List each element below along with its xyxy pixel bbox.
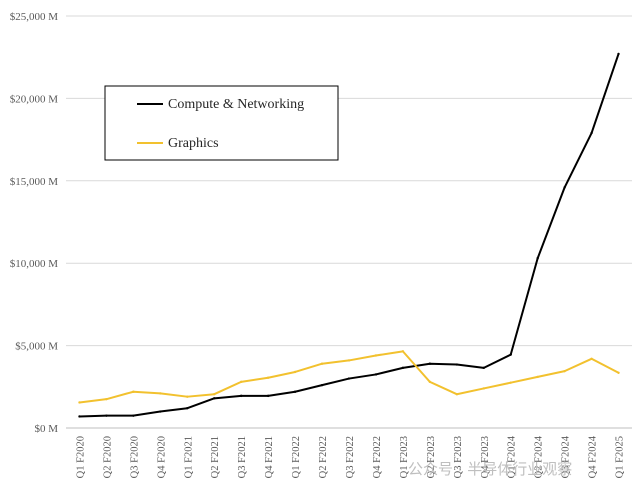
x-tick-label: Q2 F2024 bbox=[534, 435, 545, 478]
data-point bbox=[617, 52, 620, 56]
data-point bbox=[78, 415, 81, 418]
x-tick-label: Q1 F2025 bbox=[615, 436, 626, 478]
y-tick-label: $20,000 M bbox=[10, 93, 59, 105]
y-tick-label: $25,000 M bbox=[10, 11, 59, 23]
data-point bbox=[320, 362, 324, 365]
y-axis: $0 M $5,000 M $10,000 M $15,000 M $20,000 M $… bbox=[10, 11, 59, 435]
x-tick-label: Q2 F2020 bbox=[102, 436, 113, 478]
data-point bbox=[159, 410, 162, 413]
data-point bbox=[347, 359, 351, 362]
y-tick-label: $0 M bbox=[34, 423, 58, 435]
x-tick-label: Q4 F2020 bbox=[156, 436, 167, 478]
data-point bbox=[482, 366, 485, 370]
x-tick-label: Q4 F2021 bbox=[264, 436, 275, 478]
legend: Compute & Networking Graphics bbox=[104, 85, 339, 161]
x-tick-label: Q3 F2022 bbox=[345, 436, 356, 478]
data-point bbox=[132, 414, 135, 417]
data-point bbox=[617, 371, 620, 374]
y-tick-label: $15,000 M bbox=[10, 176, 59, 188]
data-point bbox=[293, 370, 297, 374]
x-tick-label: Q4 F2022 bbox=[372, 436, 383, 478]
x-tick-label: Q4 F2023 bbox=[480, 436, 491, 478]
watermark-text: 公众号 · 半导体行业观察 bbox=[408, 460, 572, 478]
data-point bbox=[374, 373, 378, 376]
y-tick-label: $10,000 M bbox=[10, 258, 59, 270]
gridlines bbox=[66, 15, 632, 347]
data-point bbox=[266, 394, 270, 398]
data-point bbox=[563, 186, 566, 189]
data-point bbox=[159, 392, 162, 395]
legend-label-graphics: Graphics bbox=[168, 136, 219, 151]
data-point bbox=[347, 377, 351, 380]
legend-label-compute-networking: Compute & Networking bbox=[168, 97, 304, 112]
data-point bbox=[428, 380, 432, 384]
x-tick-label: Q1 F2024 bbox=[507, 435, 518, 478]
data-point bbox=[105, 414, 108, 417]
data-point bbox=[78, 401, 81, 404]
data-point bbox=[239, 380, 243, 384]
data-point bbox=[266, 376, 270, 379]
legend-box bbox=[104, 85, 339, 161]
data-point bbox=[213, 397, 216, 400]
data-point bbox=[374, 354, 378, 357]
data-point bbox=[563, 369, 566, 373]
data-point bbox=[509, 381, 512, 384]
x-tick-label: Q3 F2024 bbox=[561, 435, 572, 478]
data-point bbox=[320, 383, 324, 387]
data-point bbox=[482, 387, 485, 390]
data-point bbox=[401, 350, 405, 353]
x-tick-label: Q1 F2023 bbox=[399, 436, 410, 478]
data-point bbox=[455, 393, 459, 396]
x-tick-label: Q4 F2024 bbox=[588, 435, 599, 478]
x-tick-label: Q3 F2023 bbox=[453, 436, 464, 478]
data-point bbox=[186, 395, 189, 398]
data-point bbox=[132, 390, 135, 393]
series-lines bbox=[78, 52, 620, 418]
data-point bbox=[455, 363, 459, 366]
x-tick-label: Q2 F2023 bbox=[426, 436, 437, 478]
data-point bbox=[536, 257, 539, 260]
data-point bbox=[186, 407, 189, 410]
data-point bbox=[428, 362, 432, 365]
x-tick-label: Q1 F2021 bbox=[183, 436, 194, 478]
data-point bbox=[293, 390, 297, 393]
x-tick-label: Q3 F2020 bbox=[129, 436, 140, 478]
x-tick-label: Q2 F2022 bbox=[318, 436, 329, 478]
data-point bbox=[590, 131, 593, 135]
data-point bbox=[105, 397, 108, 401]
x-axis: Q1 F2020 Q2 F2020 Q3 F2020 Q4 F2020 Q1 F2021… bbox=[66, 427, 632, 478]
x-tick-label: Q1 F2022 bbox=[291, 436, 302, 478]
data-point bbox=[239, 394, 243, 398]
y-tick-label: $5,000 M bbox=[15, 341, 58, 353]
x-tick-label: Q2 F2021 bbox=[210, 436, 221, 478]
data-point bbox=[590, 357, 593, 360]
x-tick-label: Q1 F2020 bbox=[75, 436, 86, 478]
data-point bbox=[401, 366, 405, 370]
data-point bbox=[509, 353, 512, 356]
x-tick-label: Q3 F2021 bbox=[237, 436, 248, 478]
data-point bbox=[536, 375, 539, 379]
data-point bbox=[213, 393, 216, 396]
